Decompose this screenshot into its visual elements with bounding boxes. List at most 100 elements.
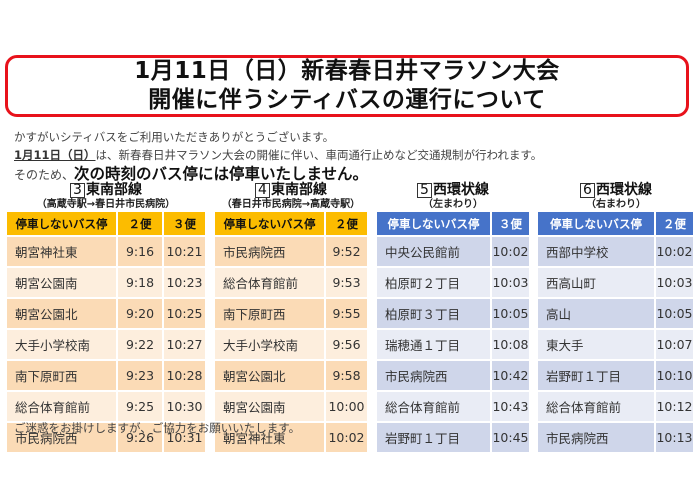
col-header-stop: 停車しないバス停 xyxy=(7,212,118,235)
intro-warning: そのため、次の時刻のバス停には停車いたしません。 xyxy=(14,162,368,184)
departure-time: 10:25 xyxy=(164,297,205,328)
route-number-badge: 5 xyxy=(417,183,432,198)
stop-name: 瑞穂通１丁目 xyxy=(377,328,492,359)
stop-name: 西高山町 xyxy=(538,266,656,297)
route-3-header: 3 東南部線 （高蔵寺駅→春日井市民病院） xyxy=(7,182,205,211)
table-row: 総合体育館前 9:25 10:30 xyxy=(7,390,205,421)
departure-time: 10:21 xyxy=(164,235,205,266)
stop-name: 大手小学校南 xyxy=(7,328,118,359)
stop-name: 東大手 xyxy=(538,328,656,359)
table-row: 朝宮公園南 9:18 10:23 xyxy=(7,266,205,297)
stop-name: 岩野町１丁目 xyxy=(377,421,492,452)
departure-time: 10:12 xyxy=(656,390,693,421)
table-row: 岩野町１丁目 10:10 xyxy=(538,359,693,390)
stop-name: 南下原町西 xyxy=(215,297,326,328)
route-number-badge: 3 xyxy=(70,183,85,198)
route-name: 東南部線 xyxy=(270,182,327,198)
departure-time: 9:22 xyxy=(118,328,164,359)
departure-time: 10:07 xyxy=(656,328,693,359)
departure-time: 9:52 xyxy=(326,235,367,266)
table-row: 中央公民館前 10:02 xyxy=(377,235,529,266)
departure-time: 9:20 xyxy=(118,297,164,328)
table-row: 市民病院西 9:52 xyxy=(215,235,367,266)
departure-time: 10:42 xyxy=(492,359,529,390)
route-5-timetable: 停車しないバス停 ３便 中央公民館前 10:02 柏原町２丁目 10:03 柏原町３… xyxy=(377,212,529,452)
departure-time: 9:26 xyxy=(118,421,164,452)
table-row: 高山 10:05 xyxy=(538,297,693,328)
route-5-header: 5 西環状線 （左まわり） xyxy=(377,182,529,211)
table-row: 南下原町西 9:55 xyxy=(215,297,367,328)
route-name: 東南部線 xyxy=(85,182,142,198)
table-row: 市民病院西 10:42 xyxy=(377,359,529,390)
table-row: 西部中学校 10:02 xyxy=(538,235,693,266)
route-number-badge: 4 xyxy=(255,183,270,198)
departure-time: 9:53 xyxy=(326,266,367,297)
departure-time: 10:45 xyxy=(492,421,529,452)
stop-name: 大手小学校南 xyxy=(215,328,326,359)
table-row: 西高山町 10:03 xyxy=(538,266,693,297)
table-row: 南下原町西 9:23 10:28 xyxy=(7,359,205,390)
table-row: 柏原町３丁目 10:05 xyxy=(377,297,529,328)
title-line-1: 1月11日（日）新春春日井マラソン大会 xyxy=(134,58,560,84)
table-row: 朝宮公園南 10:00 xyxy=(215,390,367,421)
departure-time: 10:27 xyxy=(164,328,205,359)
departure-time: 10:02 xyxy=(326,421,367,452)
route-4-header: 4 東南部線 （春日井市民病院→高蔵寺駅） xyxy=(210,182,372,211)
departure-time: 10:02 xyxy=(492,235,529,266)
event-date: 1月11日（日） xyxy=(14,148,96,162)
departure-time: 10:05 xyxy=(492,297,529,328)
table-row: 瑞穂通１丁目 10:08 xyxy=(377,328,529,359)
table-row: 朝宮公園北 9:58 xyxy=(215,359,367,390)
departure-time: 9:25 xyxy=(118,390,164,421)
stop-name: 総合体育館前 xyxy=(7,390,118,421)
departure-time: 10:03 xyxy=(492,266,529,297)
table-row: 総合体育館前 10:43 xyxy=(377,390,529,421)
table-row: 岩野町１丁目 10:45 xyxy=(377,421,529,452)
departure-time: 10:31 xyxy=(164,421,205,452)
departure-time: 10:23 xyxy=(164,266,205,297)
table-row: 総合体育館前 9:53 xyxy=(215,266,367,297)
route-6-header: 6 西環状線 （右まわり） xyxy=(538,182,694,211)
stop-name: 柏原町２丁目 xyxy=(377,266,492,297)
stop-name: 西部中学校 xyxy=(538,235,656,266)
departure-time: 9:55 xyxy=(326,297,367,328)
intro-greeting: かすがいシティバスをご利用いただきありがとうございます。 xyxy=(14,130,335,144)
table-row: 東大手 10:07 xyxy=(538,328,693,359)
route-name: 西環状線 xyxy=(595,182,652,198)
stop-name: 市民病院西 xyxy=(377,359,492,390)
departure-time: 10:03 xyxy=(656,266,693,297)
table-row: 朝宮神社東 10:02 xyxy=(215,421,367,452)
stop-name: 朝宮公園南 xyxy=(7,266,118,297)
departure-time: 10:00 xyxy=(326,390,367,421)
title-line-2: 開催に伴うシティバスの運行について xyxy=(148,87,546,113)
intro-warning-prefix: そのため、 xyxy=(14,168,75,182)
stop-name: 市民病院西 xyxy=(215,235,326,266)
col-header-trip: ２便 xyxy=(656,212,693,235)
stop-name: 市民病院西 xyxy=(538,421,656,452)
route-direction: （左まわり） xyxy=(423,199,483,210)
departure-time: 9:58 xyxy=(326,359,367,390)
stop-name: 朝宮神社東 xyxy=(215,421,326,452)
departure-time: 9:16 xyxy=(118,235,164,266)
stop-name: 朝宮公園南 xyxy=(215,390,326,421)
table-row: 市民病院西 10:13 xyxy=(538,421,693,452)
stop-name: 総合体育館前 xyxy=(538,390,656,421)
col-header-stop: 停車しないバス停 xyxy=(377,212,492,235)
stop-name: 朝宮神社東 xyxy=(7,235,118,266)
table-row: 朝宮神社東 9:16 10:21 xyxy=(7,235,205,266)
route-direction: （春日井市民病院→高蔵寺駅） xyxy=(221,199,361,210)
col-header-trip: ２便 xyxy=(326,212,367,235)
stop-name: 朝宮公園北 xyxy=(7,297,118,328)
departure-time: 10:28 xyxy=(164,359,205,390)
table-row: 柏原町２丁目 10:03 xyxy=(377,266,529,297)
col-header-stop: 停車しないバス停 xyxy=(538,212,656,235)
departure-time: 9:56 xyxy=(326,328,367,359)
stop-name: 岩野町１丁目 xyxy=(538,359,656,390)
apology-note: ご迷惑をお掛けしますが、ご協力をお願いいたします。 xyxy=(14,421,301,435)
stop-name: 高山 xyxy=(538,297,656,328)
intro-notice-text: は、新春春日井マラソン大会の開催に伴い、車両通行止めなど交通規制が行われます。 xyxy=(95,148,543,162)
stop-name: 総合体育館前 xyxy=(377,390,492,421)
title-banner: 1月11日（日）新春春日井マラソン大会 開催に伴うシティバスの運行について xyxy=(5,55,689,117)
departure-time: 10:13 xyxy=(656,421,693,452)
departure-time: 10:05 xyxy=(656,297,693,328)
